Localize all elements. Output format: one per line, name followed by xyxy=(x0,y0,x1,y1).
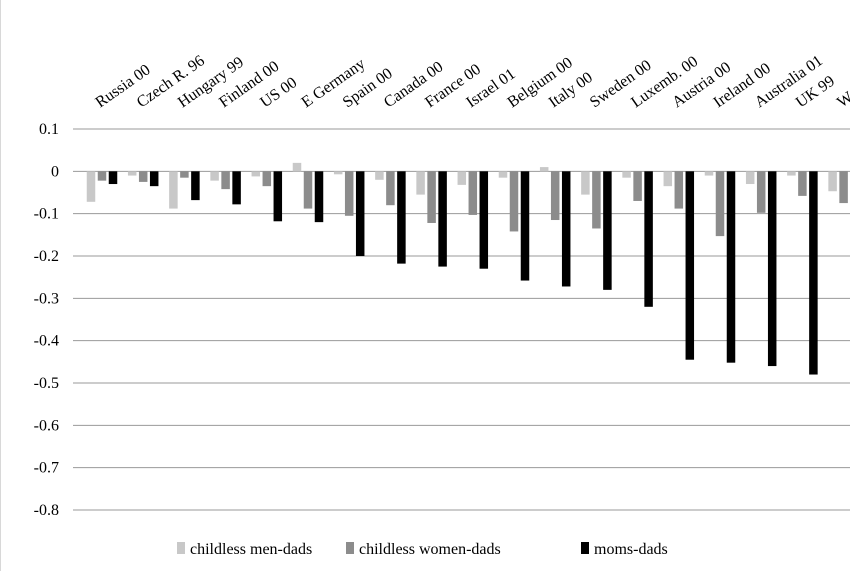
bar xyxy=(127,171,137,176)
bar xyxy=(603,171,612,290)
bar xyxy=(273,171,283,222)
category-label: W Germany xyxy=(834,52,850,111)
bar xyxy=(809,171,818,375)
bar xyxy=(704,171,714,176)
bar xyxy=(232,171,241,205)
bar xyxy=(479,171,489,269)
y-tick-label: 0.1 xyxy=(39,121,59,138)
bar xyxy=(592,171,601,229)
bar xyxy=(756,171,766,213)
bar xyxy=(149,171,159,187)
y-tick-label: -0.7 xyxy=(34,460,59,477)
bar xyxy=(457,171,467,185)
bar xyxy=(97,171,107,181)
bar xyxy=(292,162,302,172)
y-tick-label: -0.2 xyxy=(34,248,59,265)
bar xyxy=(550,171,560,221)
bar xyxy=(498,171,508,178)
bar xyxy=(138,171,148,182)
bar xyxy=(745,171,755,185)
y-tick-label: -0.5 xyxy=(34,375,59,392)
y-tick-label: -0.3 xyxy=(34,290,59,307)
bar xyxy=(644,171,653,307)
legend-label: childless women-dads xyxy=(359,541,501,558)
legend-label: childless men-dads xyxy=(190,541,312,558)
bar xyxy=(262,171,272,187)
bar xyxy=(539,167,549,172)
bar xyxy=(828,171,837,192)
bar xyxy=(520,171,530,281)
bar xyxy=(333,171,343,175)
bar xyxy=(386,171,395,206)
legend-label: moms-dads xyxy=(594,541,668,558)
bar xyxy=(839,171,848,204)
bar xyxy=(561,171,571,287)
bars xyxy=(86,162,848,375)
bar xyxy=(438,171,447,267)
bar xyxy=(108,171,118,185)
bar xyxy=(251,171,261,177)
bar xyxy=(169,171,178,209)
bar xyxy=(397,171,406,264)
bar xyxy=(191,171,200,201)
legend-swatch xyxy=(177,542,185,554)
bar xyxy=(180,171,189,178)
legend-swatch xyxy=(346,542,354,554)
bar xyxy=(344,171,354,216)
bar xyxy=(314,171,324,223)
bar xyxy=(303,171,313,209)
bar xyxy=(726,171,736,363)
y-tick-label: -0.4 xyxy=(34,333,59,350)
y-tick-label: -0.1 xyxy=(34,206,59,223)
bar xyxy=(798,171,807,196)
bar xyxy=(355,171,365,256)
bar xyxy=(210,171,219,181)
bar xyxy=(416,171,425,195)
legend: childless men-dads childless women-dads mo… xyxy=(177,541,668,558)
bar xyxy=(787,171,796,176)
bar xyxy=(674,171,684,209)
bar xyxy=(581,171,590,195)
bar xyxy=(86,171,96,202)
bar xyxy=(685,171,695,360)
gridlines xyxy=(73,128,850,511)
bar xyxy=(468,171,478,215)
y-tick-labels: 0.1 0 -0.1 -0.2 -0.3 -0.4 -0.5 -0.6 -0.7 -0.8 xyxy=(34,121,59,519)
bar xyxy=(633,171,642,201)
y-tick-label: -0.8 xyxy=(34,502,59,519)
y-tick-label: -0.6 xyxy=(34,417,59,434)
bar xyxy=(663,171,673,187)
bar xyxy=(622,171,631,178)
bar xyxy=(509,171,519,232)
bar xyxy=(767,171,777,367)
bar xyxy=(221,171,230,190)
bar xyxy=(715,171,725,237)
bar xyxy=(427,171,436,223)
y-tick-label: 0 xyxy=(51,163,59,180)
legend-swatch xyxy=(581,542,589,554)
bar xyxy=(375,171,384,180)
